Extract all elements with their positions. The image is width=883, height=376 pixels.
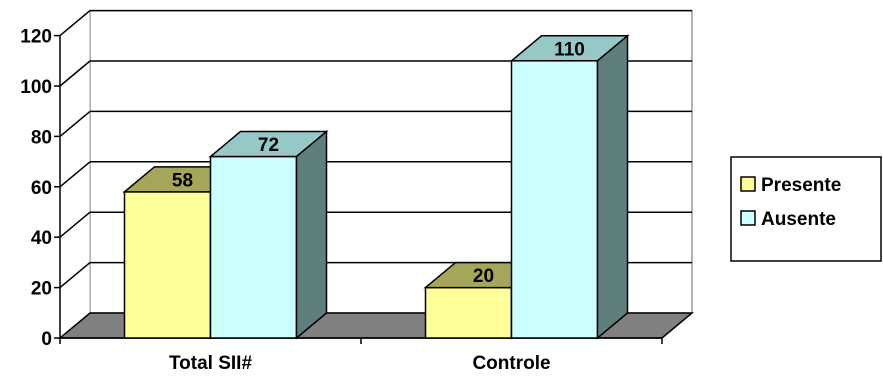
- data-labels: 58 72 20 110: [172, 39, 585, 287]
- data-label: 72: [258, 135, 279, 156]
- bar: [208, 129, 329, 340]
- gridline-side: [59, 211, 91, 238]
- gridline-side: [59, 110, 91, 137]
- bar-side: [295, 129, 328, 340]
- y-tick-label: 20: [31, 279, 52, 300]
- legend-label: Ausente: [761, 209, 836, 230]
- y-tick-label: 40: [31, 228, 52, 249]
- gridline-side: [59, 161, 91, 188]
- y-tick-label: 0: [41, 329, 52, 350]
- gridline-side: [59, 262, 91, 289]
- y-tick-label: 120: [20, 27, 52, 48]
- bar-side: [596, 34, 629, 340]
- bar-front: [424, 286, 513, 339]
- x-tick-label: Total SII#: [169, 353, 252, 374]
- gridline-side: [59, 60, 91, 87]
- legend: Presente Ausente: [730, 156, 882, 262]
- y-tick-label: 80: [31, 127, 52, 148]
- data-label: 20: [473, 266, 494, 287]
- data-label: 110: [554, 39, 585, 60]
- bar-front: [209, 155, 298, 339]
- legend-swatch: [740, 210, 756, 226]
- y-tick-label: 100: [20, 77, 52, 98]
- bar: [509, 34, 630, 340]
- legend-swatch: [740, 176, 756, 192]
- bars: [122, 34, 630, 340]
- data-label: 58: [172, 170, 193, 191]
- x-tick-label: Controle: [472, 353, 550, 374]
- legend-box: [730, 156, 882, 262]
- gridline-side: [59, 10, 91, 37]
- bar-front: [123, 191, 212, 339]
- legend-label: Presente: [761, 175, 841, 196]
- y-tick-label: 60: [31, 178, 52, 199]
- bar-front: [510, 60, 599, 339]
